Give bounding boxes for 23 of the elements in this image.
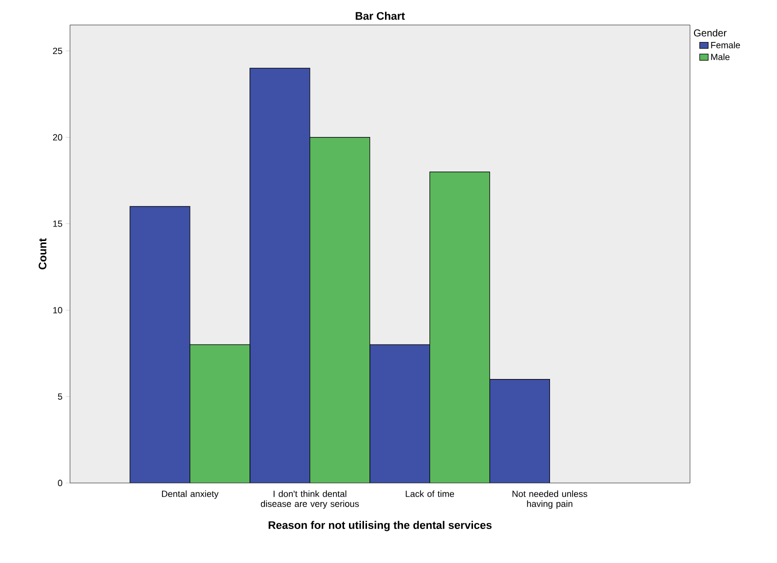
x-tick-label: I don't think dental disease are very serious <box>260 490 359 509</box>
x-tick-label: Lack of time <box>406 490 454 498</box>
y-tick-label: 15 <box>53 220 62 227</box>
x-axis-title: Reason for not utilising the dental services <box>268 520 492 532</box>
bar <box>250 68 310 483</box>
legend-label: Female <box>711 42 740 48</box>
legend-label: Male <box>711 54 730 60</box>
bar <box>310 137 370 483</box>
y-tick-label: 20 <box>53 134 62 141</box>
y-tick-label: 25 <box>53 48 62 54</box>
bar <box>190 344 250 483</box>
bar <box>370 344 430 483</box>
x-tick-label: Dental anxiety <box>162 490 219 499</box>
bar <box>130 206 190 483</box>
x-tick-label: Not needed unless having pain <box>512 490 588 509</box>
legend-title: Gender <box>694 29 727 36</box>
bar <box>429 172 490 483</box>
y-axis-title: Count <box>38 238 46 270</box>
y-tick-label: 0 <box>58 480 62 486</box>
chart-title: Bar Chart <box>356 12 405 20</box>
y-tick-label: 5 <box>58 393 62 400</box>
y-tick-label: 10 <box>53 306 62 314</box>
bar <box>489 378 550 483</box>
